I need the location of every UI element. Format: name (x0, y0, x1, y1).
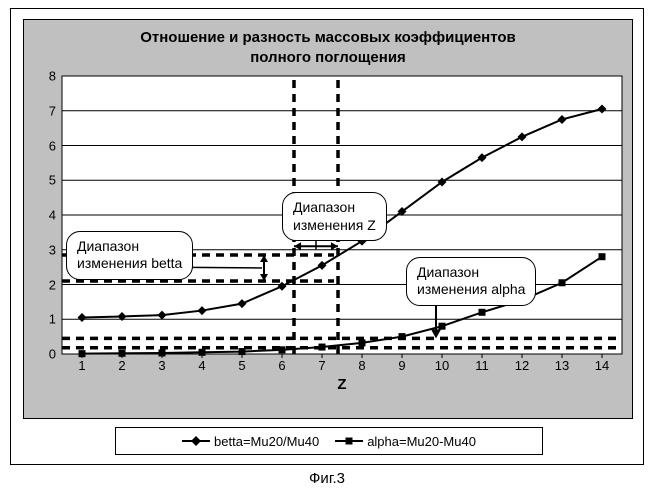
callout-z-l1: Диапазон (293, 199, 355, 215)
x-tick: 10 (435, 358, 449, 373)
legend-item-betta: betta=Mu20/Mu40 (182, 434, 319, 449)
callout-alpha-l2: изменения alpha (417, 281, 525, 297)
x-tick: 13 (555, 358, 569, 373)
legend-label-alpha: alpha=Mu20-Mu40 (367, 434, 476, 449)
x-tick: 8 (358, 358, 365, 373)
title-line-2: полного поглощения (250, 49, 406, 66)
callout-betta: Диапазон изменения betta (66, 231, 193, 280)
y-tick: 8 (49, 69, 56, 84)
x-tick: 1 (78, 358, 85, 373)
y-tick: 4 (49, 208, 56, 223)
x-tick: 12 (515, 358, 529, 373)
y-tick: 3 (49, 242, 56, 257)
figure-frame: Отношение и разность массовых коэффициен… (10, 8, 644, 465)
legend-swatch-square (335, 435, 363, 447)
plot-area: Z Диапазон изменения betta Диапазон изме… (62, 76, 622, 354)
x-tick: 4 (198, 358, 205, 373)
y-tick: 5 (49, 173, 56, 188)
legend-label-betta: betta=Mu20/Mu40 (214, 434, 319, 449)
y-tick: 7 (49, 103, 56, 118)
callout-z-l2: изменения Z (293, 217, 376, 233)
x-tick: 2 (118, 358, 125, 373)
callout-alpha-l1: Диапазон (417, 264, 479, 280)
x-axis-label: Z (62, 376, 622, 393)
x-tick: 7 (318, 358, 325, 373)
legend-swatch-diamond (182, 435, 210, 447)
chart-gray-area: Отношение и разность массовых коэффициен… (23, 19, 633, 419)
y-tick: 6 (49, 138, 56, 153)
figure-caption: Фиг.3 (0, 470, 654, 487)
y-tick: 2 (49, 277, 56, 292)
legend: betta=Mu20/Mu40 alpha=Mu20-Mu40 (115, 427, 543, 455)
legend-item-alpha: alpha=Mu20-Mu40 (335, 434, 476, 449)
callout-alpha: Диапазон изменения alpha (406, 257, 536, 306)
callout-betta-l2: изменения betta (77, 255, 182, 271)
x-tick: 5 (238, 358, 245, 373)
callout-z: Диапазон изменения Z (282, 192, 387, 241)
x-tick: 9 (398, 358, 405, 373)
x-tick: 11 (475, 358, 489, 373)
title-line-1: Отношение и разность массовых коэффициен… (140, 29, 516, 46)
x-tick: 6 (278, 358, 285, 373)
y-tick: 1 (49, 312, 56, 327)
x-tick: 14 (595, 358, 609, 373)
callout-betta-l1: Диапазон (77, 238, 139, 254)
y-tick: 0 (49, 347, 56, 362)
x-tick: 3 (158, 358, 165, 373)
chart-title: Отношение и разность массовых коэффициен… (24, 28, 632, 67)
